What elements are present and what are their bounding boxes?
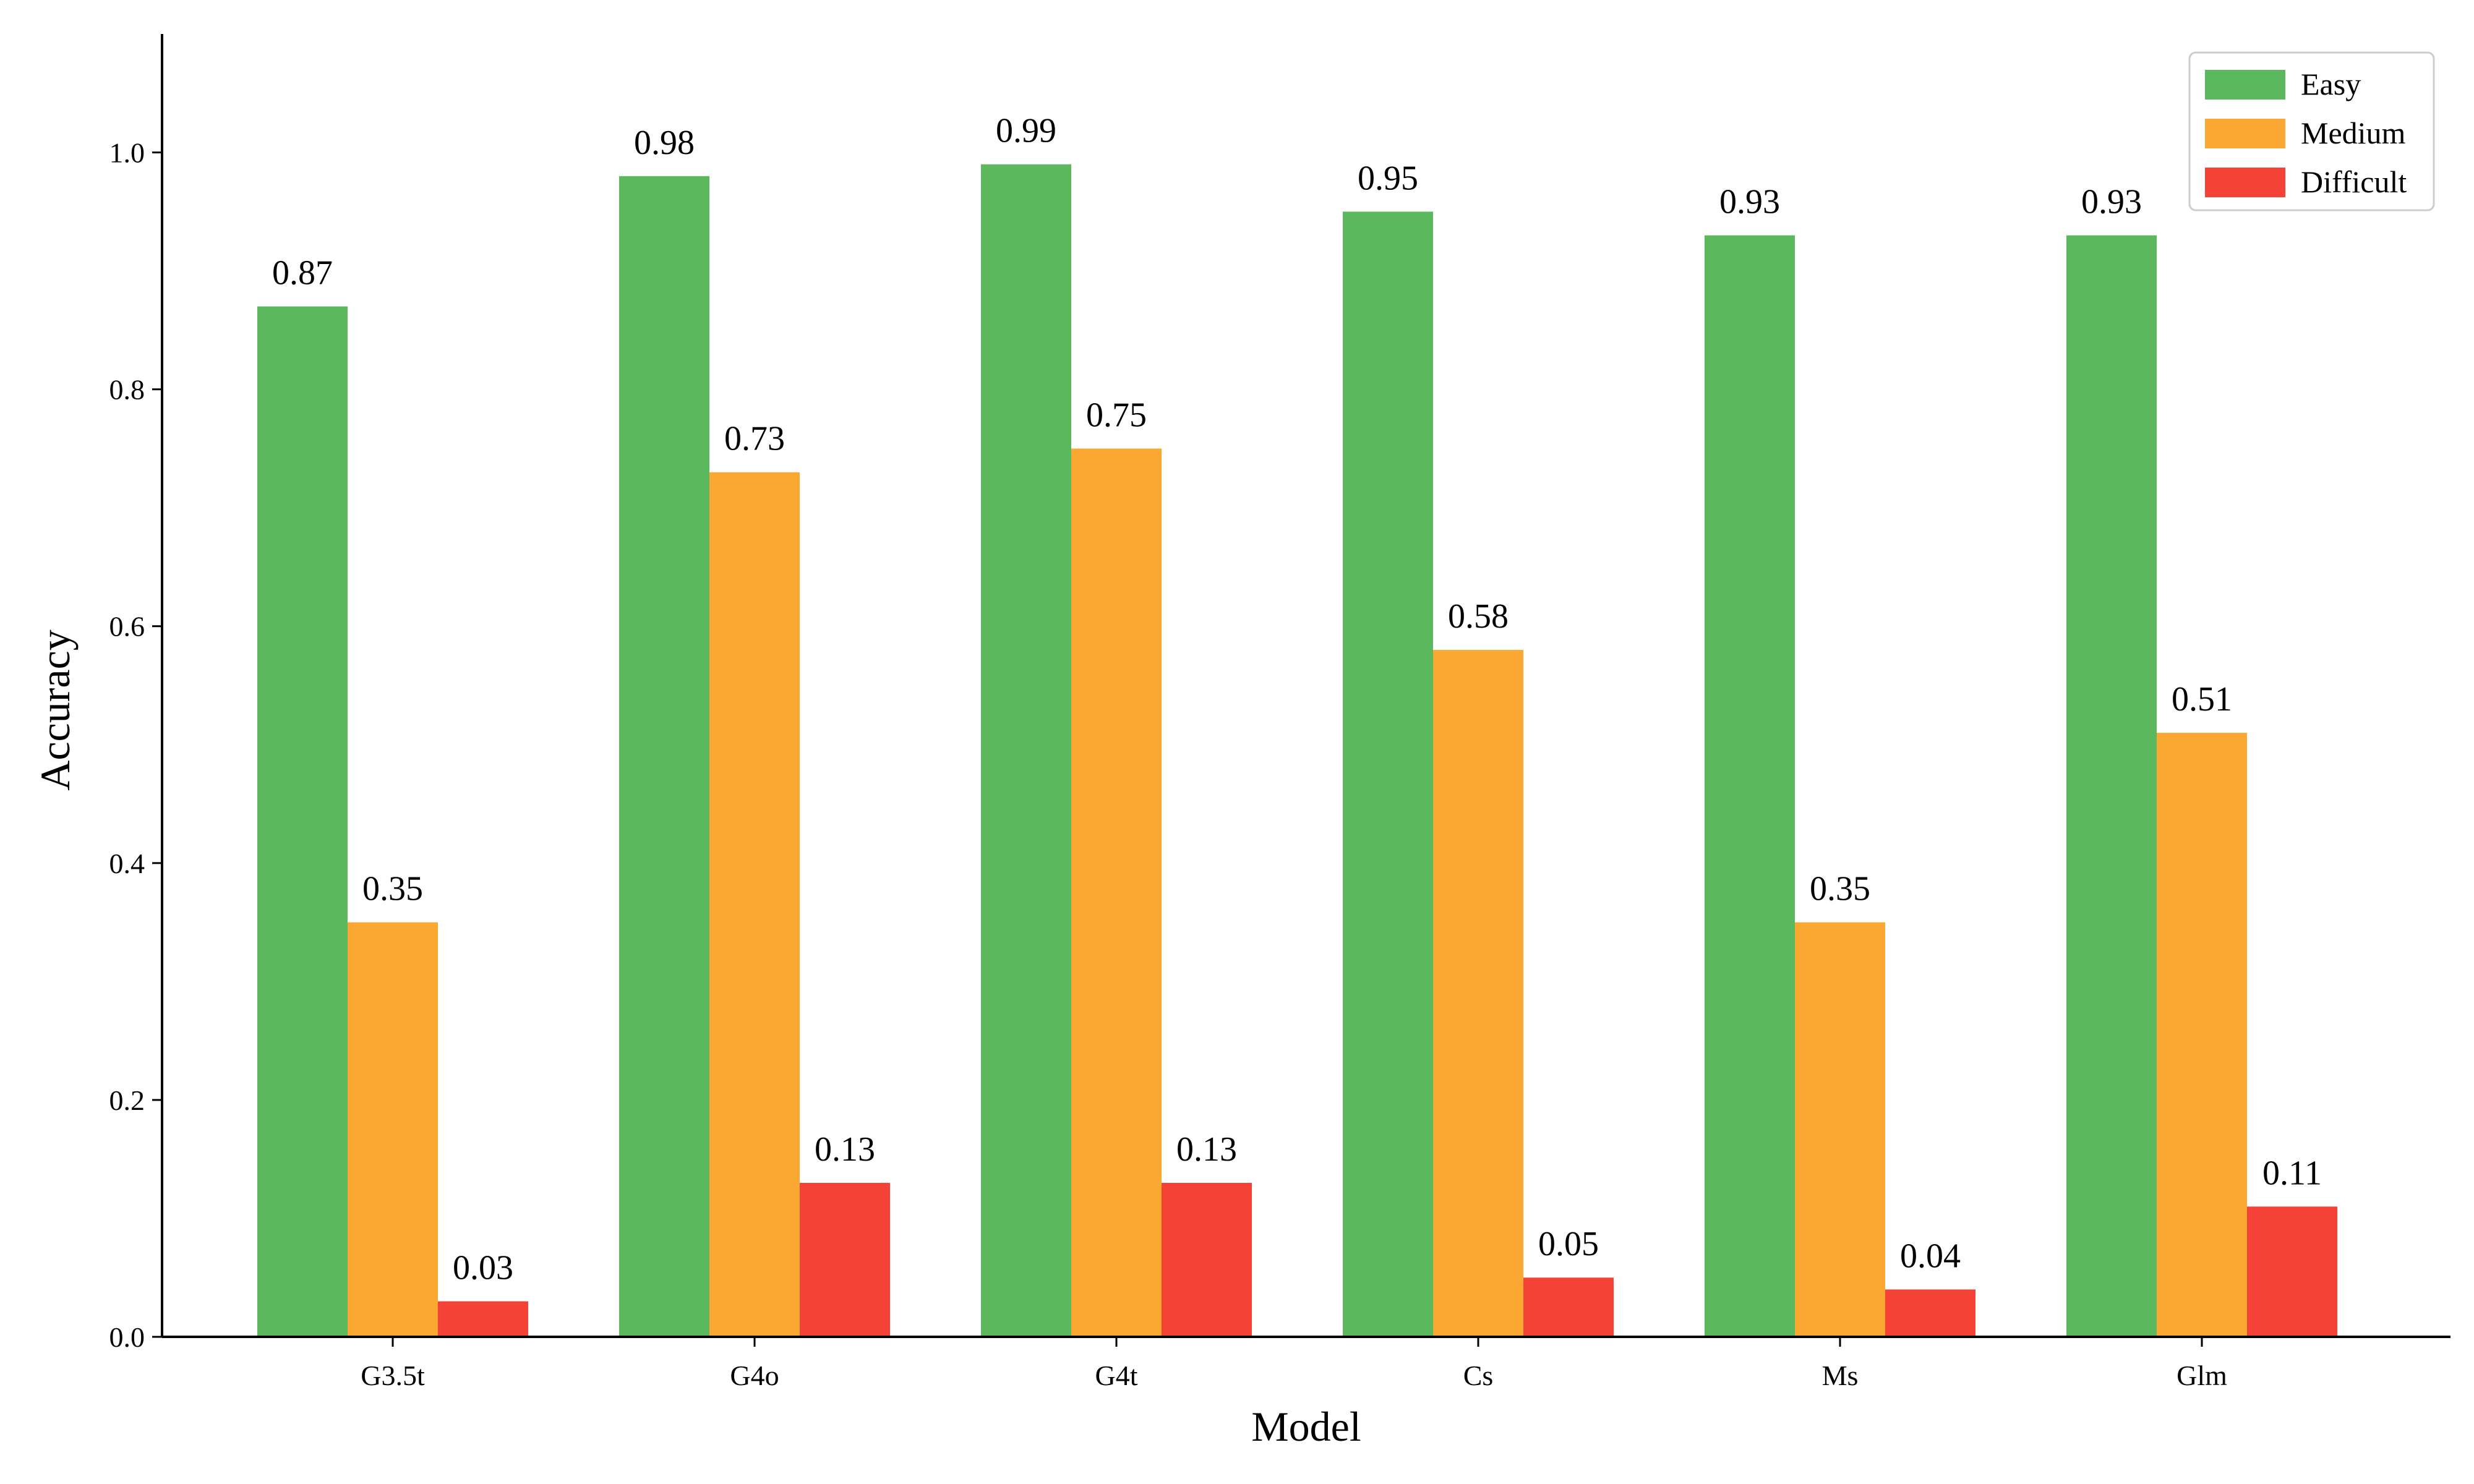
x-tick-label: Ms bbox=[1822, 1360, 1859, 1391]
bar-difficult bbox=[1523, 1277, 1614, 1337]
bar-labels-layer: 0.87 0.35 0.03 0.98 0.73 0.13 0.99 0.75 0.13 0.95… bbox=[272, 112, 2322, 1287]
y-tick-label: 0.6 bbox=[109, 611, 145, 642]
bar-difficult bbox=[800, 1182, 890, 1337]
bar-difficult bbox=[438, 1301, 528, 1337]
bar-medium bbox=[1433, 650, 1523, 1337]
bar-value-label: 0.93 bbox=[1719, 183, 1780, 221]
y-tick-label: 1.0 bbox=[109, 137, 145, 169]
x-tick-label: G3.5t bbox=[361, 1360, 425, 1391]
y-ticks: 0.0 0.2 0.4 0.6 0.8 1.0 bbox=[109, 137, 162, 1353]
bar-value-label: 0.51 bbox=[2172, 680, 2232, 719]
y-tick-label: 0.0 bbox=[109, 1321, 145, 1353]
bar-value-label: 0.35 bbox=[362, 870, 423, 908]
bar-value-label: 0.11 bbox=[2262, 1154, 2322, 1192]
bar-easy bbox=[257, 306, 348, 1337]
bar-value-label: 0.75 bbox=[1086, 396, 1147, 434]
bar-value-label: 0.58 bbox=[1448, 597, 1509, 636]
bar-value-label: 0.87 bbox=[272, 254, 333, 292]
bar-easy bbox=[619, 176, 709, 1337]
x-tick-label: G4o bbox=[730, 1360, 779, 1391]
x-axis-title: Model bbox=[1251, 1403, 1361, 1450]
bar-medium bbox=[2157, 733, 2247, 1337]
y-tick-label: 0.8 bbox=[109, 374, 145, 406]
bar-medium bbox=[348, 922, 438, 1337]
legend-label: Easy bbox=[2301, 67, 2361, 101]
x-tick-label: G4t bbox=[1095, 1360, 1138, 1391]
bar-value-label: 0.04 bbox=[1900, 1237, 1961, 1275]
y-axis-title: Accuracy bbox=[32, 629, 79, 790]
legend-label: Difficult bbox=[2301, 164, 2407, 199]
y-tick-label: 0.4 bbox=[109, 848, 145, 879]
bar-easy bbox=[1343, 211, 1433, 1337]
y-tick-label: 0.2 bbox=[109, 1085, 145, 1116]
x-tick-label: Cs bbox=[1463, 1360, 1494, 1391]
legend-swatch bbox=[2205, 119, 2285, 148]
bar-value-label: 0.03 bbox=[453, 1249, 513, 1287]
bar-value-label: 0.05 bbox=[1538, 1225, 1599, 1263]
bar-easy bbox=[2066, 235, 2157, 1337]
x-tick-label: Glm bbox=[2177, 1360, 2227, 1391]
bar-easy bbox=[1705, 235, 1795, 1337]
bar-easy bbox=[981, 164, 1071, 1337]
legend-swatch bbox=[2205, 70, 2285, 100]
bar-value-label: 0.13 bbox=[1176, 1130, 1237, 1169]
bars-layer bbox=[257, 164, 2337, 1337]
bar-difficult bbox=[1885, 1289, 1975, 1337]
bar-difficult bbox=[1162, 1182, 1252, 1337]
bar-medium bbox=[1071, 448, 1162, 1337]
bar-value-label: 0.98 bbox=[634, 124, 695, 162]
x-ticks: G3.5t G4o G4t Cs Ms Glm bbox=[361, 1337, 2227, 1391]
bar-value-label: 0.35 bbox=[1810, 870, 1870, 908]
axes-layer bbox=[161, 34, 2450, 1338]
bar-value-label: 0.95 bbox=[1358, 159, 1418, 197]
bar-medium bbox=[709, 472, 800, 1337]
bar-value-label: 0.13 bbox=[815, 1130, 875, 1169]
bar-value-label: 0.73 bbox=[724, 420, 785, 458]
legend-label: Medium bbox=[2301, 116, 2406, 150]
bar-value-label: 0.99 bbox=[996, 112, 1056, 150]
bar-difficult bbox=[2247, 1206, 2337, 1337]
legend: Easy Medium Difficult bbox=[2188, 51, 2435, 211]
legend-swatch bbox=[2205, 168, 2285, 197]
bar-medium bbox=[1795, 922, 1885, 1337]
bar-value-label: 0.93 bbox=[2081, 183, 2142, 221]
